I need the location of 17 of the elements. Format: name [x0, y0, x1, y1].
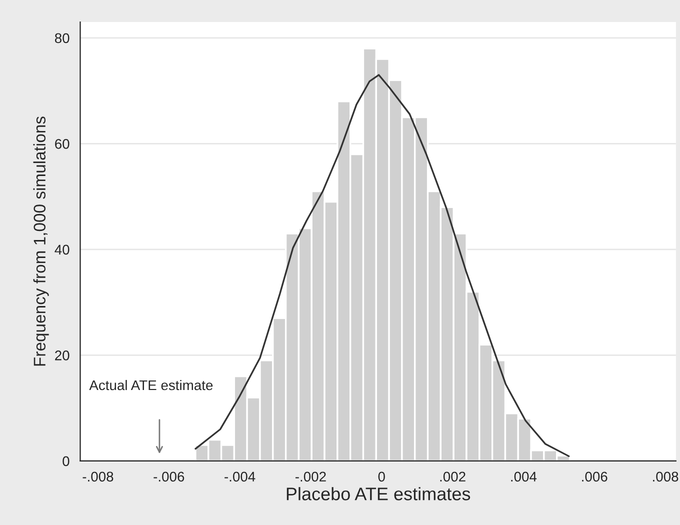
y-tick-label: 40: [54, 244, 70, 255]
x-tick-label: .006: [582, 472, 608, 482]
y-tick-label: 80: [54, 33, 70, 44]
x-tick-label: .002: [440, 472, 466, 482]
y-tick-label: 20: [55, 350, 70, 360]
x-tick-label: .004: [511, 472, 537, 482]
x-tick-label: -.002: [296, 472, 326, 482]
x-tick-label: -.006: [154, 472, 184, 482]
annotation: Actual ATE estimate: [89, 380, 213, 390]
y-tick-label: 0: [62, 456, 70, 466]
x-tick-label: .008: [653, 472, 678, 482]
x-tick-label: 0: [378, 472, 385, 482]
y-axis-title: Frequency from 1,000 simulations: [33, 116, 49, 366]
x-axis-title: Placebo ATE estimates: [286, 487, 470, 500]
y-tick-label: 60: [55, 139, 70, 149]
x-tick-label: -.004: [224, 472, 256, 482]
x-tick-label: -.008: [82, 472, 114, 482]
